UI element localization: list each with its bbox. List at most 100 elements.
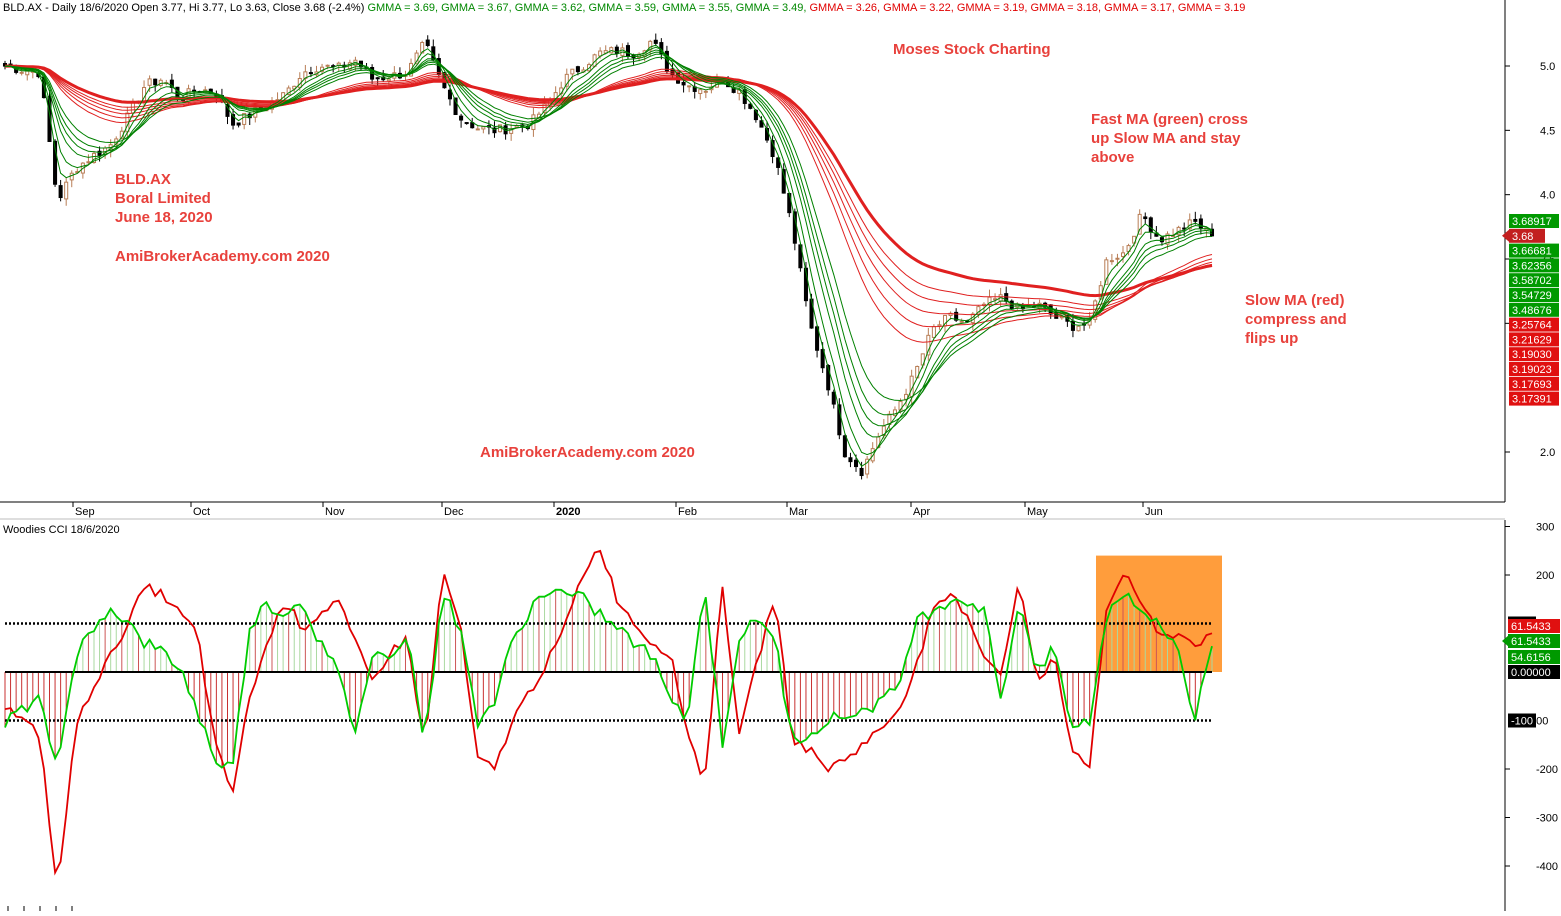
- candle-down: [1193, 218, 1198, 222]
- candle-up: [648, 40, 653, 51]
- price-tag-bg: [1509, 362, 1559, 376]
- price-y-tick-label: 4.5: [1540, 125, 1555, 137]
- header-gmma-slow-0: GMMA = 3.26,: [809, 2, 883, 14]
- header-gmma-fast-3: GMMA = 3.59,: [588, 2, 662, 14]
- candle-down: [153, 78, 158, 86]
- candle-down: [954, 311, 959, 321]
- candle-up: [926, 334, 931, 356]
- fast-ma-note-3: above: [1091, 149, 1134, 166]
- price-x-tick-label: May: [1027, 506, 1048, 518]
- price-x-tick-label: Oct: [193, 506, 210, 518]
- candle-down: [842, 435, 847, 458]
- candle-down: [308, 72, 313, 75]
- candle-down: [781, 169, 786, 194]
- candle-down: [826, 365, 831, 391]
- ticker-line-2: Boral Limited: [115, 190, 211, 207]
- cci-y-tick-label: 200: [1536, 570, 1554, 582]
- candle-down: [1159, 237, 1164, 243]
- candle-up: [25, 70, 30, 76]
- candle-down: [614, 46, 619, 54]
- candle-up: [1137, 213, 1142, 235]
- cci-header: Woodies CCI 18/6/2020: [3, 524, 120, 536]
- cci-lines: [4, 549, 1213, 876]
- gmma-fast-line-5: [4, 46, 1213, 456]
- candle-up: [19, 71, 24, 74]
- candle-up: [514, 125, 519, 128]
- gmma-fast-line-10: [4, 51, 1213, 427]
- price-tag-arrow: [1502, 229, 1509, 242]
- slow-ma-note-3: flips up: [1245, 330, 1298, 347]
- candle-down: [97, 150, 102, 156]
- candle-up: [1115, 257, 1120, 260]
- candle-up: [481, 126, 486, 130]
- price-x-tick-label: Feb: [678, 506, 697, 518]
- cci-tag-bg: [1508, 634, 1560, 648]
- header-gmma-fast-1: GMMA = 3.67,: [441, 2, 515, 14]
- price-tag-bg: [1509, 214, 1559, 228]
- candle-down: [1209, 228, 1215, 237]
- candle-up: [937, 324, 942, 327]
- price-tags: 3.68917 3.68 3.66681 3.62356 3.58702 3.54729 3…: [1502, 214, 1559, 406]
- ticker-line-1: BLD.AX: [115, 171, 171, 188]
- price-x-tick-label: Mar: [789, 506, 808, 518]
- candle-up: [931, 326, 936, 338]
- price-tag-bg: [1509, 376, 1559, 391]
- candle-down: [1148, 217, 1153, 233]
- cci-tag-label: 0.00000: [1511, 667, 1551, 679]
- candle-down: [575, 66, 580, 73]
- cci-y-tick-label: -300: [1536, 813, 1558, 825]
- candle-up: [130, 102, 135, 114]
- candle-down: [653, 39, 658, 44]
- cci-highlight-box: [1096, 555, 1222, 672]
- gmma-fast-line-12: [4, 53, 1213, 416]
- price-y-tick-label: 5.0: [1540, 61, 1555, 73]
- candle-up: [386, 78, 391, 82]
- candle-up: [570, 68, 575, 75]
- candle-down: [770, 140, 775, 158]
- slow-ma-note-1: Slow MA (red): [1245, 292, 1344, 309]
- header-prefix: BLD.AX - Daily 18/6/2020 Open 3.77, Hi 3…: [3, 2, 367, 14]
- gmma-fast-line-8: [4, 49, 1213, 438]
- price-tag-label: 3.54729: [1512, 290, 1552, 302]
- price-tag-label: 3.68: [1512, 231, 1533, 243]
- candle-down: [236, 122, 241, 126]
- candle-up: [1076, 325, 1081, 332]
- cci-tag-label: 61.5433: [1511, 636, 1551, 648]
- candle-down: [837, 404, 842, 436]
- cci-y-tick-label: -200: [1536, 764, 1558, 776]
- price-tag-label: 3.19023: [1512, 364, 1552, 376]
- price-tag-label: 3.17693: [1512, 379, 1552, 391]
- candle-down: [803, 267, 808, 302]
- header-gmma-fast-0: GMMA = 3.69,: [367, 2, 441, 14]
- price-tag-label: 3.48676: [1512, 305, 1552, 317]
- price-tag-label: 3.25764: [1512, 320, 1552, 332]
- header-gmma-slow-3: GMMA = 3.18,: [1030, 2, 1104, 14]
- cci-tag-bg: [1508, 619, 1560, 633]
- price-tag-bg: [1509, 391, 1559, 406]
- price-tag-label: 3.19030: [1512, 349, 1552, 361]
- price-tag-bg: [1509, 258, 1559, 273]
- header-gmma-slow-5: GMMA = 3.19: [1178, 2, 1246, 14]
- header-gmma-slow-2: GMMA = 3.19,: [957, 2, 1031, 14]
- candle-up: [598, 50, 603, 57]
- price-tag-bg: [1509, 302, 1559, 317]
- candle-up: [147, 78, 152, 86]
- slow-ma-note-2: compress and: [1245, 311, 1347, 328]
- price-x-tick-label: Nov: [325, 506, 345, 518]
- candle-down: [375, 77, 380, 80]
- candle-down: [759, 120, 764, 128]
- candle-down: [853, 459, 859, 468]
- candle-up: [687, 85, 692, 88]
- candle-up: [64, 181, 69, 200]
- price-x-tick-label: Sep: [75, 506, 95, 518]
- candle-up: [703, 90, 708, 93]
- candle-down: [831, 391, 836, 405]
- cci-tag-label: -100: [1511, 716, 1533, 728]
- fast-ma-note-2: up Slow MA and stay: [1091, 130, 1241, 147]
- gmma-slow-line-40: [5, 65, 1213, 316]
- candle-up: [475, 128, 480, 131]
